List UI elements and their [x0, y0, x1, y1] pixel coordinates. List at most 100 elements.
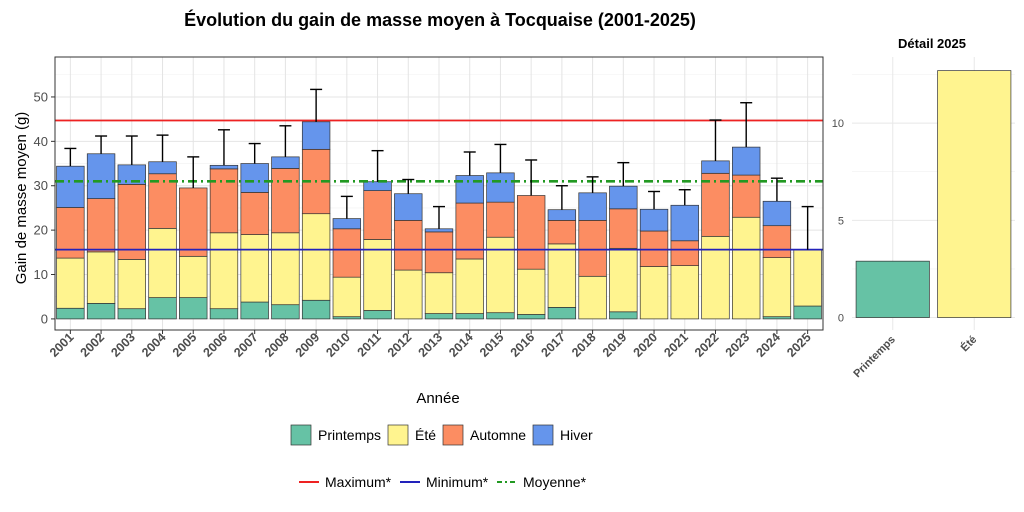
- bar-segment: [486, 312, 515, 320]
- bar-segment: [179, 187, 208, 257]
- y-tick-label: 20: [34, 223, 48, 238]
- x-tick-label: 2003: [108, 330, 138, 360]
- x-tick-label: 2017: [538, 330, 568, 360]
- bar-segment: [86, 303, 116, 320]
- bar-segment: [609, 208, 638, 249]
- bar-segment: [271, 232, 300, 306]
- bar-segment: [609, 247, 638, 313]
- bar-segment: [793, 249, 822, 307]
- bar-segment: [547, 243, 577, 308]
- bar-segment: [732, 216, 761, 320]
- y-tick-label: 0: [41, 311, 48, 326]
- bar-segment: [209, 168, 239, 234]
- bar-segment: [424, 231, 454, 274]
- legend-label: Maximum*: [325, 474, 392, 490]
- bar-segment: [332, 228, 362, 278]
- x-tick-label: 2013: [416, 330, 446, 360]
- detail-plot-area: 0 5 10 Printemps Été: [832, 57, 1015, 380]
- bar-segment: [701, 235, 730, 320]
- bar-segment: [179, 255, 208, 298]
- bar-segment: [609, 311, 638, 320]
- detail-chart-title: Détail 2025: [898, 36, 966, 51]
- bar-segment: [670, 265, 699, 320]
- bar-segment: [209, 164, 239, 170]
- legend-swatch: [442, 424, 464, 446]
- bar-segment: [301, 213, 331, 301]
- legend-swatch: [532, 424, 554, 446]
- x-tick-label: Printemps: [851, 334, 898, 381]
- bar-segment: [639, 266, 669, 320]
- bar-segment: [56, 307, 85, 320]
- x-tick-label: 2025: [784, 330, 814, 360]
- bar-segment: [578, 192, 607, 221]
- x-tick-label: 2004: [139, 330, 169, 360]
- bar-segment: [455, 202, 484, 260]
- bar-segment: [394, 220, 423, 271]
- bar-segment: [455, 258, 484, 314]
- y-tick-label: 10: [832, 118, 844, 130]
- y-tick-label: 50: [34, 89, 48, 104]
- bar-segment: [56, 165, 85, 208]
- bar-segment: [240, 301, 269, 320]
- y-tick-label: 10: [34, 267, 48, 282]
- legend-label: Hiver: [560, 427, 593, 443]
- x-tick-label: 2015: [477, 330, 507, 360]
- bar-segment: [209, 308, 239, 320]
- legend-swatch: [387, 424, 409, 446]
- bar-segment: [701, 160, 730, 174]
- bar-segment: [394, 193, 423, 221]
- bar-segment: [455, 313, 484, 320]
- y-axis-label: Gain de masse moyen (g): [13, 112, 30, 285]
- bar-segment: [148, 297, 177, 320]
- bar-segment: [516, 268, 546, 315]
- x-tick-label: 2005: [170, 330, 200, 360]
- bar-segment: [332, 276, 362, 318]
- x-tick-label: 2021: [661, 330, 691, 360]
- legend-swatch: [290, 424, 312, 446]
- bar-segment: [363, 181, 392, 191]
- x-tick-label: 2016: [508, 330, 538, 360]
- bar-segment: [148, 173, 177, 229]
- x-tick-label: 2011: [355, 330, 384, 359]
- x-tick-label: Été: [958, 333, 979, 354]
- x-tick-label: 2001: [47, 330, 77, 360]
- bar-segment: [547, 307, 577, 320]
- bar-segment: [240, 234, 269, 303]
- bar-segment: [547, 209, 577, 221]
- x-tick-label: 2014: [446, 330, 476, 360]
- bar-segment: [578, 220, 607, 277]
- bar-segment: [670, 204, 699, 242]
- bar-segment: [793, 305, 822, 320]
- bar-segment: [301, 121, 331, 150]
- bar-segment: [578, 275, 607, 320]
- bar-segment: [609, 185, 638, 210]
- y-tick-label: 40: [34, 134, 48, 149]
- x-tick-label: 2002: [78, 330, 108, 360]
- bar-segment: [148, 161, 177, 175]
- bar-segment: [363, 190, 392, 240]
- x-tick-label: 2023: [723, 330, 753, 360]
- bar-segment: [271, 304, 300, 320]
- x-tick-label: 2020: [631, 330, 661, 360]
- bar-segment: [732, 146, 761, 176]
- bar-segment: [148, 227, 177, 298]
- bar-segment: [424, 228, 454, 233]
- bar-segment: [424, 313, 454, 320]
- y-tick-label: 0: [838, 313, 844, 325]
- bar-segment: [762, 225, 792, 258]
- bar-segment: [86, 153, 116, 199]
- legend-label: Printemps: [318, 427, 381, 443]
- detail-bar: [937, 70, 1012, 318]
- x-tick-label: 2006: [201, 330, 231, 360]
- bar-segment: [240, 163, 269, 193]
- bar-segment: [424, 272, 454, 314]
- bar-segment: [86, 251, 116, 304]
- bar-segment: [209, 232, 239, 310]
- bar-segment: [670, 240, 699, 266]
- bar-segment: [394, 269, 423, 320]
- bar-segment: [301, 299, 331, 320]
- series-legend: Printemps Été Automne Hiver: [290, 424, 593, 446]
- legend-label: Minimum*: [426, 474, 489, 490]
